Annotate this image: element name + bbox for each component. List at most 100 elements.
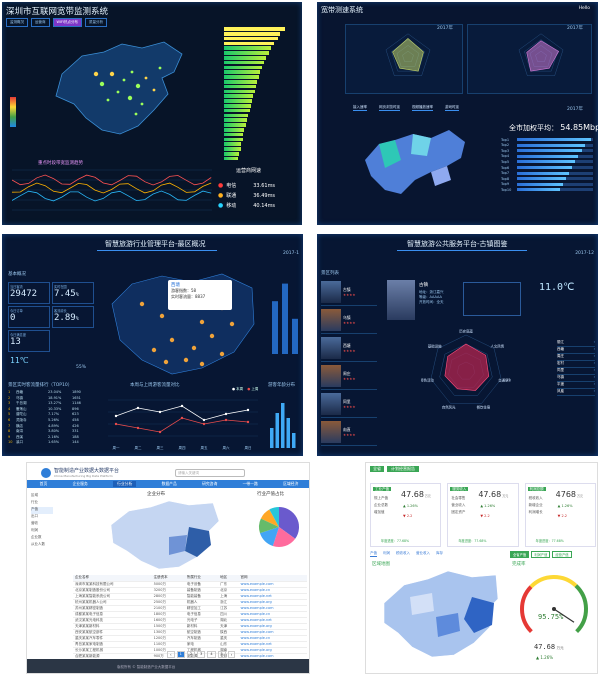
table-cell[interactable]: www.example.cn (238, 635, 307, 642)
table-row[interactable]: 上海某某智能系统公司 2800万 智能装备 上海 www.example.net (73, 593, 307, 600)
rank-label: Top6 (501, 165, 510, 170)
map-pin-icon[interactable] (199, 361, 205, 367)
tab-0[interactable]: 监测概况 (6, 18, 28, 27)
search-box[interactable]: 请输入关键词 (175, 469, 245, 477)
nav-item-4[interactable]: 研究咨询 (202, 481, 218, 486)
nav-item-1[interactable]: 企业服务 (72, 481, 88, 486)
nav-item-2[interactable]: 行业分析 (113, 481, 137, 487)
map-pin-icon[interactable] (219, 351, 225, 357)
map-pin-icon[interactable] (151, 347, 157, 353)
side-item[interactable]: 从业人数 (31, 542, 45, 546)
table-cell[interactable]: www.example.com (238, 581, 307, 588)
tab-3[interactable]: 质量分析 (85, 18, 108, 27)
prev-page-icon[interactable]: ‹ (167, 651, 175, 658)
metric-tab-3[interactable]: 营业收入 (416, 551, 430, 555)
side-item[interactable]: 行业 (31, 500, 38, 504)
nearby-item[interactable]: 宏村 › (557, 361, 595, 368)
page-button[interactable]: 5 (217, 651, 226, 658)
nav-item-3[interactable]: 数据产品 (161, 481, 177, 486)
tab-2[interactable]: WIFI热点分布 (52, 18, 83, 27)
map-pin-icon[interactable] (199, 319, 205, 325)
scenic-item[interactable]: 甪直 ★★★★ (321, 418, 377, 446)
side-item[interactable]: 营收 (31, 521, 38, 525)
nav-item-5[interactable]: 一带一路 (242, 481, 258, 486)
nearby-item[interactable]: 西塘 › (557, 347, 595, 354)
table-cell: 5000万 (151, 581, 185, 588)
view-tab-0[interactable]: 全省产值 (510, 551, 530, 558)
table-row[interactable]: 苏州某某精密制造 2100万 精密加工 江苏 www.example.com (73, 605, 307, 612)
nearby-item[interactable]: 丽江 › (557, 340, 595, 347)
side-item[interactable]: 利润 (31, 528, 38, 532)
region-tag[interactable]: 全省 (370, 466, 384, 472)
metric-tab-1[interactable]: 利润 (383, 551, 390, 555)
table-row[interactable]: 杭州某某机器人公司 2500万 机器人 浙江 www.example.org (73, 599, 307, 606)
map-pin-icon[interactable] (169, 337, 175, 343)
search-input[interactable]: 请输入关键词 (178, 471, 199, 475)
table-row[interactable]: 武汉某某光电科技 1600万 光电子 湖北 www.example.net (73, 617, 307, 624)
map-pin-icon[interactable] (229, 321, 235, 327)
view-tab-2[interactable]: 经营产值 (552, 551, 572, 558)
user-greeting[interactable]: Hello (578, 6, 590, 11)
metric-tab-0[interactable]: 产值 (370, 551, 377, 557)
view-tab-1[interactable]: 利润产值 (531, 551, 551, 558)
side-item[interactable]: 出口 (31, 514, 38, 518)
scenic-item[interactable]: 周庄 ★★★★ (321, 362, 377, 390)
table-cell[interactable]: www.example.net (238, 617, 307, 624)
nearby-item[interactable]: 乌镇 › (557, 375, 595, 382)
sub-tab-1[interactable]: 网页浏览时延 (379, 105, 400, 111)
nearby-item[interactable]: 同里 › (557, 368, 595, 375)
table-cell[interactable]: www.example.net (238, 641, 307, 648)
table-cell[interactable]: www.example.com (238, 605, 307, 612)
side-item[interactable]: 企业数 (31, 535, 42, 539)
page-button[interactable]: 3 (197, 651, 206, 658)
year-select[interactable]: 2017年 (567, 107, 583, 112)
sub-tab-3[interactable]: 游戏时延 (445, 105, 459, 111)
metric-tab-2[interactable]: 税收收入 (396, 551, 410, 555)
table-row[interactable]: 深圳市某某科技有限公司 5000万 电子设备 广东 www.example.com (73, 581, 307, 588)
table-cell[interactable]: www.example.cn (238, 611, 307, 618)
rank-label: Top3 (501, 148, 510, 153)
tab-1[interactable]: 运营商 (31, 18, 50, 27)
map-pin-icon[interactable] (209, 333, 215, 339)
metric-tab-4[interactable]: 库存 (436, 551, 443, 555)
scenic-item[interactable]: 乌镇 ★★★★ (321, 306, 377, 334)
map-pin-icon[interactable] (183, 357, 189, 363)
map-pin-icon[interactable] (191, 345, 197, 351)
scenic-item[interactable]: 西塘 ★★★★ (321, 334, 377, 362)
sub-tab-2[interactable]: 视频播放速率 (412, 105, 433, 111)
scenic-item[interactable]: 同里 ★★★★ (321, 390, 377, 418)
table-cell[interactable]: www.example.org (238, 599, 307, 606)
nav-item-6[interactable]: 区域经济 (283, 481, 299, 486)
scenic-item[interactable]: 古镇 ★★★★ (321, 278, 377, 306)
map-pin-icon[interactable] (139, 301, 145, 307)
table-cell[interactable]: www.example.com (238, 653, 307, 660)
table-row[interactable]: 天津某某新材料 1500万 新材料 天津 www.example.org (73, 623, 307, 630)
nearby-item[interactable]: 平遥 › (557, 382, 595, 389)
table-cell[interactable]: www.example.org (238, 623, 307, 630)
table-row[interactable]: 西安某某航空部件 1300万 航空制造 陕西 www.example.com (73, 629, 307, 636)
rank-row: 9 西溪 2.16% 188 (8, 435, 96, 441)
table-cell[interactable]: www.example.com (238, 629, 307, 636)
table-row[interactable]: 重庆某某汽车零件 1200万 汽车制造 重庆 www.example.cn (73, 635, 307, 642)
side-item[interactable]: 产值 (31, 507, 53, 514)
map-pin-icon[interactable] (159, 313, 165, 319)
table-row[interactable]: 长沙某某工程机械 1000万 工程机械 湖南 www.example.org (73, 647, 307, 654)
avg-label: 全市加权平均： (509, 124, 558, 132)
map-pin-icon[interactable] (163, 359, 169, 365)
nearby-item[interactable]: 周庄 › (557, 354, 595, 361)
page-button[interactable]: 2 (186, 651, 196, 658)
table-cell[interactable]: www.example.org (238, 647, 307, 654)
nav-item-0[interactable]: 首页 (39, 481, 48, 486)
table-row[interactable]: 成都某某电子信息 1800万 电子信息 四川 www.example.cn (73, 611, 307, 618)
page-button[interactable]: 1 (176, 651, 185, 658)
page-button[interactable]: 4 (207, 651, 216, 658)
side-item[interactable]: 区域 (31, 493, 38, 497)
table-cell[interactable]: www.example.net (238, 593, 307, 600)
table-cell[interactable]: www.example.cn (238, 587, 307, 594)
sub-tab-0[interactable]: 接入速率 (353, 105, 367, 111)
table-row[interactable]: 青岛某某家电制造 1100万 家电 山东 www.example.net (73, 641, 307, 648)
nearby-name: 同里 (557, 368, 564, 372)
nearby-item[interactable]: 凤凰 › (557, 389, 595, 396)
next-page-icon[interactable]: › (227, 651, 236, 658)
table-row[interactable]: 北京某某制造股份公司 3200万 装备制造 北京 www.example.cn (73, 587, 307, 594)
